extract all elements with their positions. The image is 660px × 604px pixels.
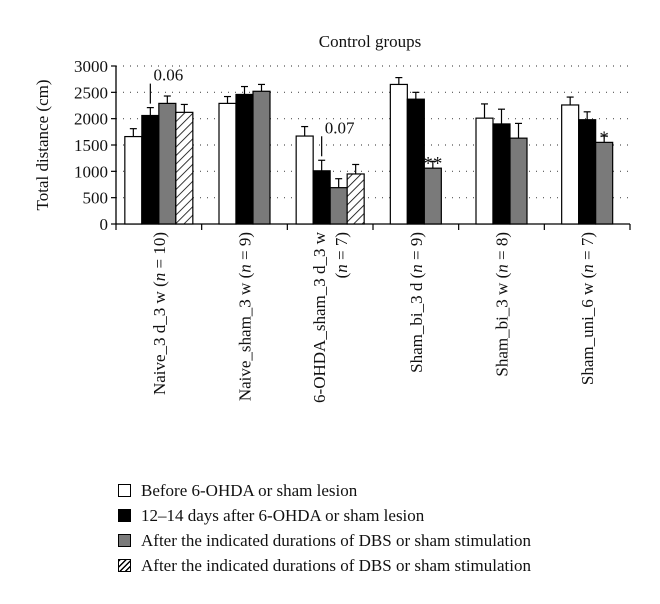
category-n-symbol: n [332,264,351,273]
y-tick-label: 0 [100,215,109,234]
category-label: 6-OHDA_sham_3 d_3 w [310,231,329,403]
category-text: Naive_3 d_3 w ( [150,281,169,395]
legend-item: After the indicated durations of DBS or … [118,553,648,578]
annotation-pvalue: 0.06 [153,66,183,85]
legend-swatch-black [118,509,131,522]
category-n-symbol: n [236,264,255,273]
category-text: 6-OHDA_sham_3 d_3 w [310,231,329,403]
bar [252,90,271,225]
bar [475,117,494,225]
category-n-symbol: n [493,264,512,273]
category-label: (n = 7) [332,232,351,278]
category-text: = 7) [332,232,351,264]
annotation-pvalue: 0.07 [325,118,355,137]
bar [423,167,442,225]
chart-title: Control groups [319,32,421,51]
bar [124,135,143,225]
category-label: Naive_3 d_3 w (n = 10) [150,232,169,395]
bar [141,114,160,225]
y-tick-label: 500 [83,189,109,208]
bar [406,98,425,225]
bar [389,83,408,225]
bar [346,173,365,225]
bar [492,123,511,225]
legend-label: 12–14 days after 6-OHDA or sham lesion [141,505,425,525]
category-n-symbol: n [578,264,597,273]
bar [578,119,597,225]
category-text: = 9) [236,232,255,264]
legend-label: Before 6-OHDA or sham lesion [141,480,358,500]
bar [158,102,177,225]
legend-item: After the indicated durations of DBS or … [118,528,648,553]
category-text: Sham_bi_3 w ( [493,272,512,376]
legend-item: 12–14 days after 6-OHDA or sham lesion [118,503,648,528]
category-label: Sham_uni_6 w (n = 7) [578,232,597,385]
y-tick-label: 2000 [74,110,108,129]
bar [312,170,331,225]
bar [175,111,194,225]
category-text: = 7) [578,232,597,264]
bar-chart: Control groups Total distance (cm) 0 500 1… [33,32,631,403]
category-text: Naive_sham_3 w ( [236,272,255,401]
significance-marker: * [599,128,609,149]
legend-item: Before 6-OHDA or sham lesion [118,478,648,503]
legend-swatch-white [118,484,131,497]
legend: Before 6-OHDA or sham lesion 12–14 days … [118,478,648,578]
bar [595,141,614,225]
category-label: Sham_bi_3 w (n = 8) [493,232,512,377]
category-text: = 10) [150,232,169,273]
category-n-symbol: n [150,273,169,282]
y-tick-label: 2500 [74,83,108,102]
category-label: Sham_bi_3 d (n = 9) [407,232,426,373]
significance-marker: ** [423,153,442,174]
bar [295,135,314,225]
category-text: Sham_uni_6 w ( [578,272,597,385]
y-axis-label: Total distance (cm) [33,80,52,211]
bar [561,104,580,225]
y-tick-label: 1500 [74,136,108,155]
legend-swatch-gray [118,534,131,547]
bar [509,137,528,225]
category-label: Naive_sham_3 w (n = 9) [236,232,255,401]
legend-swatch-hatched [118,559,131,572]
y-tick-label: 1000 [74,162,108,181]
category-text: Sham_bi_3 d ( [407,272,426,372]
legend-label: After the indicated durations of DBS or … [141,530,531,550]
y-tick-label: 3000 [74,57,108,76]
bar [329,187,348,225]
category-text: ( [332,272,351,278]
category-text: = 8) [493,232,512,264]
category-n-symbol: n [407,264,426,273]
bar [218,102,237,225]
bar [235,93,254,225]
category-text: = 9) [407,232,426,264]
legend-label: After the indicated durations of DBS or … [141,555,531,575]
